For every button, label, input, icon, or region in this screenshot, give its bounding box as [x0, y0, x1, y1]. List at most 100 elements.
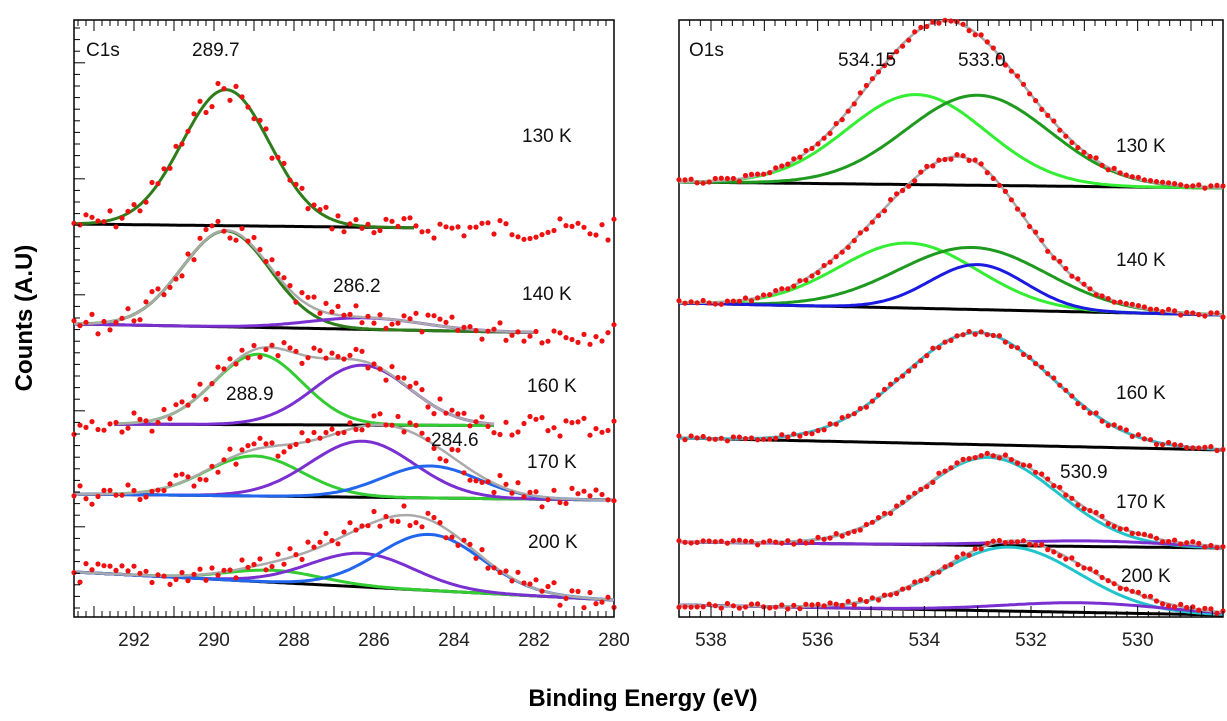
data-point [1160, 442, 1166, 448]
data-point [581, 415, 587, 421]
data-point [239, 447, 245, 453]
data-point [1020, 212, 1027, 218]
data-point [329, 426, 335, 432]
data-point [966, 456, 972, 462]
data-point [491, 231, 497, 237]
data-point [137, 496, 143, 503]
data-point [761, 171, 767, 177]
data-point [371, 508, 377, 515]
data-point [724, 175, 731, 182]
data-point [485, 328, 491, 334]
data-point [839, 249, 845, 255]
data-point [431, 514, 437, 521]
data-point [299, 556, 305, 563]
o1s-label-200k: 200 K [1121, 566, 1171, 587]
data-point [924, 484, 930, 490]
data-point [365, 523, 371, 529]
data-point [1051, 483, 1057, 489]
data-point [815, 428, 821, 434]
data-point [1166, 306, 1172, 312]
data-point [930, 345, 936, 351]
data-point [611, 498, 617, 504]
data-point [833, 601, 839, 607]
o1s-label-140k: 140 K [1116, 250, 1166, 271]
data-point [682, 539, 688, 545]
data-point [89, 214, 95, 220]
data-point [515, 569, 521, 575]
data-point [251, 234, 257, 241]
data-point [371, 320, 377, 326]
data-point [1093, 410, 1099, 416]
data-point [239, 557, 245, 563]
data-point [521, 236, 527, 242]
data-point [113, 492, 119, 498]
c1s-peak-label-286-2: 286.2 [333, 276, 381, 297]
data-point [694, 180, 700, 186]
data-point [972, 157, 978, 163]
data-point [888, 592, 894, 598]
data-point [1220, 446, 1226, 453]
data-point [924, 353, 930, 359]
data-point [95, 331, 101, 337]
data-point [755, 542, 761, 548]
data-point [137, 416, 143, 422]
data-point [1020, 81, 1027, 87]
c1s-peak-label-289-7: 289.7 [192, 40, 240, 61]
data-point [575, 419, 581, 425]
c1s-label-170k: 170 K [527, 452, 577, 473]
data-point [383, 325, 389, 331]
data-point [299, 290, 305, 296]
data-point [869, 398, 876, 404]
data-point [948, 18, 954, 24]
data-point [515, 429, 521, 435]
data-point [191, 571, 197, 577]
data-point [1208, 542, 1214, 549]
data-point [479, 414, 485, 420]
data-point [761, 604, 767, 610]
data-point [167, 284, 173, 290]
data-point [113, 567, 119, 574]
data-point [797, 278, 803, 284]
data-point [1208, 606, 1214, 612]
data-point [155, 487, 161, 493]
data-point [1014, 206, 1021, 212]
data-point [287, 345, 293, 351]
data-point [863, 598, 870, 605]
data-point [509, 232, 515, 238]
data-point [275, 551, 281, 557]
x-tick-label: 536 [802, 630, 834, 651]
data-point [990, 453, 996, 459]
data-point [851, 238, 857, 244]
data-point [1190, 539, 1196, 545]
data-point [395, 518, 401, 525]
data-point [845, 244, 851, 250]
data-point [101, 318, 107, 325]
data-point [227, 567, 233, 573]
data-point [1033, 469, 1039, 475]
data-point [894, 191, 900, 197]
data-point [485, 423, 491, 429]
data-points [71, 17, 1226, 616]
data-point [473, 478, 479, 484]
data-point [113, 419, 119, 426]
data-point [425, 312, 431, 318]
data-point [1141, 531, 1147, 538]
data-point [966, 157, 972, 163]
data-point [881, 592, 888, 598]
data-point [575, 220, 581, 226]
data-point [203, 109, 209, 116]
data-point [960, 153, 966, 159]
data-point [948, 562, 954, 568]
data-point [984, 332, 990, 338]
data-point [809, 145, 815, 151]
data-point [575, 588, 581, 595]
data-point [365, 313, 371, 319]
data-point [730, 538, 737, 544]
data-point [293, 552, 299, 558]
data-point [203, 477, 209, 483]
data-point [317, 348, 323, 354]
data-point [383, 216, 389, 222]
data-point [257, 117, 263, 123]
data-point [251, 561, 257, 568]
data-point [1105, 578, 1111, 584]
